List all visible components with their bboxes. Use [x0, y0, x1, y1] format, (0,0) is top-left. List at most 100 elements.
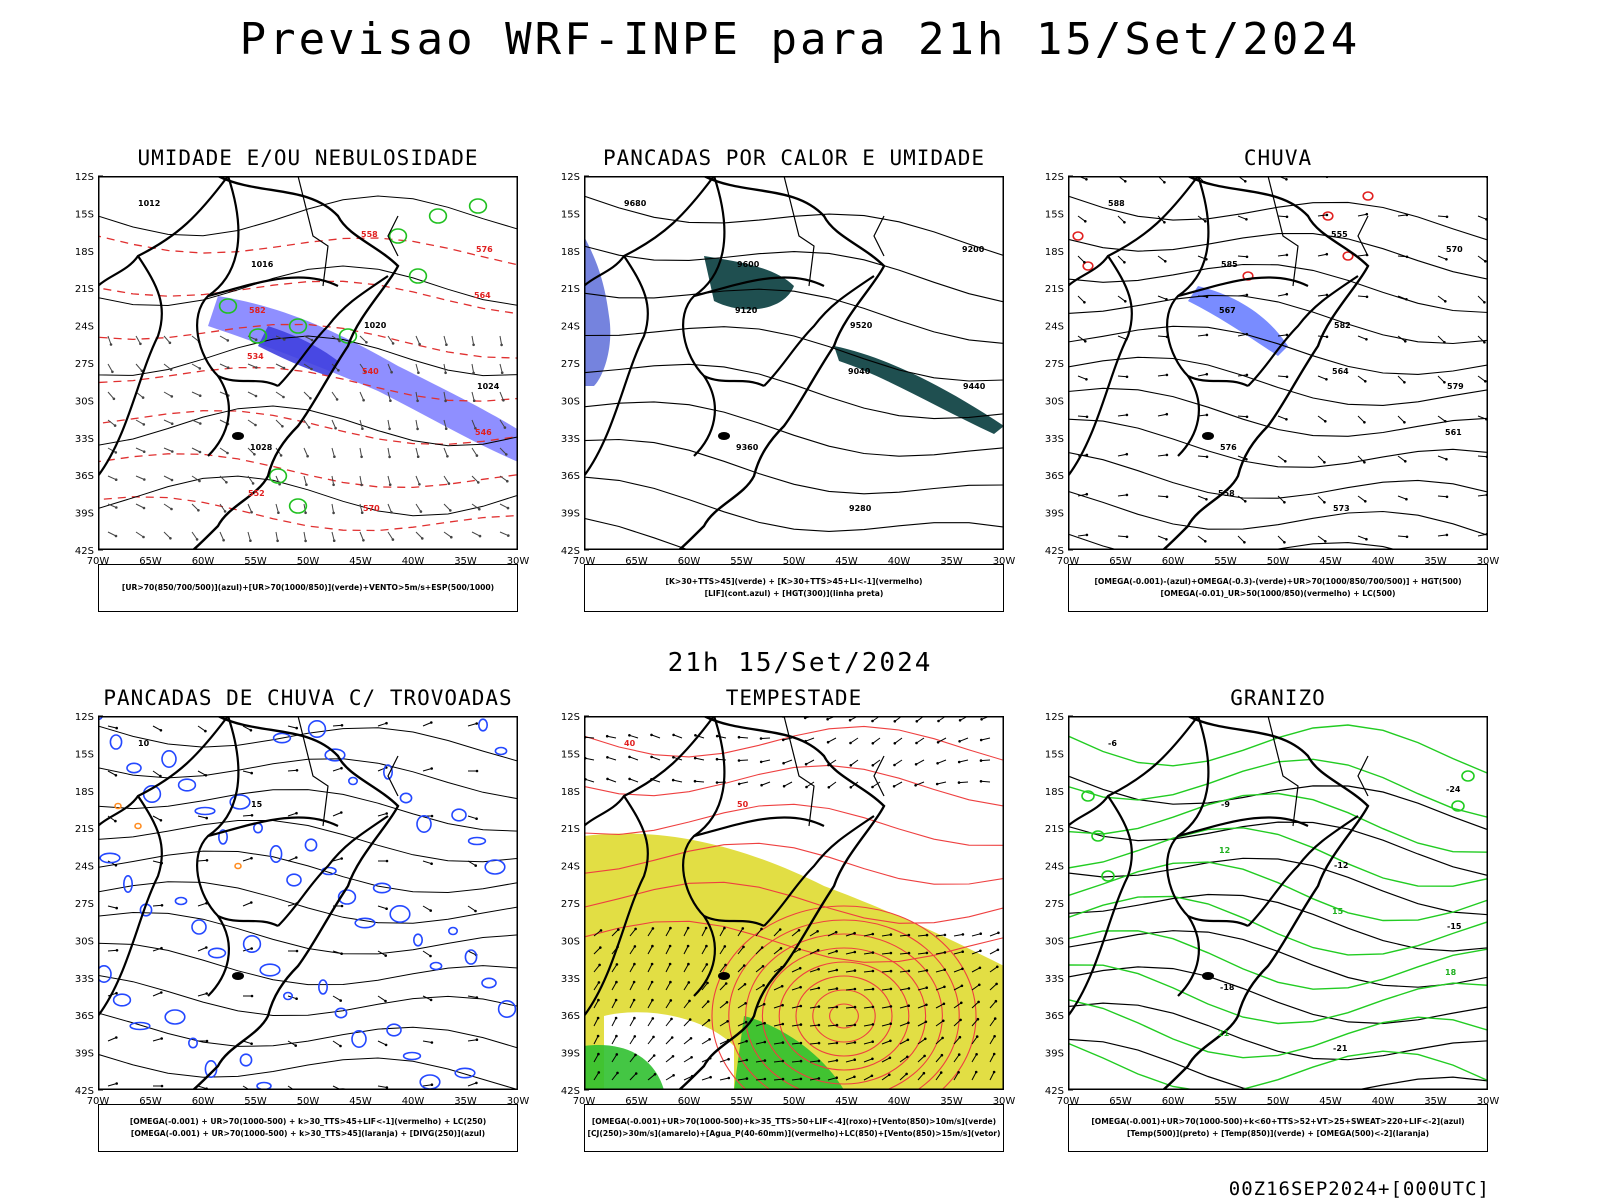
lat-tick-label: 24S [1045, 322, 1064, 333]
lat-tick-label: 30S [1045, 936, 1064, 947]
legend-line: [OMEGA(-0.01)_UR>50(1000/850)(vermelho) … [1160, 589, 1396, 598]
panel-legend: [OMEGA(-0.001) + UR>70(1000-500) + k>30_… [98, 1104, 518, 1152]
lon-tick-label: 60W [1162, 556, 1185, 567]
panel-title: PANCADAS POR CALOR E UMIDADE [602, 146, 985, 170]
contour-label: 18 [1445, 968, 1457, 977]
lat-tick-label: 36S [1045, 1011, 1064, 1022]
lat-tick-label: 12S [1045, 712, 1064, 723]
lon-tick-label: 45W [1319, 1096, 1342, 1107]
contour-label: 9040 [848, 367, 871, 376]
lat-tick-label: 27S [1045, 359, 1064, 370]
lat-tick-label: 36S [75, 1011, 94, 1022]
legend-line: [OMEGA(-0.001) + UR>70(1000-500) + k>30_… [129, 1117, 487, 1126]
contour-label: 588 [1108, 199, 1125, 208]
contour-label: 15 [251, 800, 263, 809]
lon-tick-label: 50W [1267, 556, 1290, 567]
lon-tick-label: 65W [139, 1096, 162, 1107]
map-plot-area: 588 585 582 579 576 573 570 567 564 561 558 555 [1068, 176, 1488, 550]
lon-tick-label: 35W [454, 1096, 477, 1107]
contour-label: 576 [476, 245, 493, 254]
lat-tick-label: 15S [75, 209, 94, 220]
footer-run-stamp: 00Z16SEP2024+[000UTC] [1228, 1178, 1490, 1200]
lat-tick-label: 27S [75, 899, 94, 910]
contour-label: 567 [1219, 306, 1236, 315]
lat-tick-label: 24S [561, 862, 580, 873]
contour-label: -21 [1333, 1044, 1348, 1053]
lat-tick-label: 42S [561, 1086, 580, 1097]
lon-tick-label: 60W [192, 1096, 215, 1107]
contour-label: 570 [1446, 245, 1463, 254]
contour-label: 9680 [624, 199, 647, 208]
lat-tick-label: 27S [561, 359, 580, 370]
lat-tick-label: 15S [561, 209, 580, 220]
legend-line: [OMEGA(-0.001)+UR>70(1000-500)+k<60+TTS>… [1091, 1117, 1465, 1126]
lat-tick-label: 12S [75, 172, 94, 183]
lat-tick-label: 33S [561, 434, 580, 445]
contour-label: 579 [1447, 382, 1464, 391]
lon-tick-label: 45W [1319, 556, 1342, 567]
lon-tick-label: 65W [625, 1096, 648, 1107]
map-plot-area: 10 15 [98, 716, 518, 1090]
lat-tick-label: 12S [75, 712, 94, 723]
lat-tick-label: 42S [75, 1086, 94, 1097]
lat-tick-label: 30S [561, 396, 580, 407]
lat-tick-label: 24S [1045, 862, 1064, 873]
contour-label: 576 [1220, 443, 1237, 452]
panel-legend: [OMEGA(-0.001)+UR>70(1000-500)+k<60+TTS>… [1068, 1104, 1488, 1152]
contour-label: 552 [248, 489, 265, 498]
lon-tick-label: 30W [507, 1096, 530, 1107]
lon-tick-label: 70W [87, 556, 110, 567]
contour-label: 546 [475, 428, 492, 437]
lon-tick-label: 70W [1057, 556, 1080, 567]
contour-label: 1016 [251, 260, 274, 269]
panel-title: PANCADAS DE CHUVA C/ TROVOADAS [103, 686, 513, 710]
lat-tick-label: 42S [561, 546, 580, 557]
lon-tick-label: 55W [730, 556, 753, 567]
lat-tick-label: 36S [75, 471, 94, 482]
lon-tick-label: 40W [888, 556, 911, 567]
lat-tick-label: 12S [561, 172, 580, 183]
contour-label: 21 [1218, 1029, 1230, 1038]
lon-tick-label: 45W [835, 1096, 858, 1107]
lat-tick-label: 36S [561, 1011, 580, 1022]
lat-tick-label: 42S [75, 546, 94, 557]
lat-tick-label: 15S [1045, 209, 1064, 220]
legend-line: [UR>70(850/700/500)](azul)+[UR>70(1000/8… [121, 583, 495, 592]
lat-tick-label: 30S [75, 936, 94, 947]
lon-tick-label: 40W [1372, 556, 1395, 567]
contour-label: 10 [138, 739, 150, 748]
contour-label: 582 [249, 306, 266, 315]
lon-tick-label: 40W [1372, 1096, 1395, 1107]
lon-tick-label: 60W [678, 556, 701, 567]
lon-tick-label: 40W [402, 1096, 425, 1107]
lat-tick-label: 33S [75, 434, 94, 445]
panel-p6: GRANIZO 12S 15S 18S 21S 24S 27S 30S 33S 36S 39S 42S… [1034, 686, 1499, 1166]
lat-tick-label: 27S [561, 899, 580, 910]
map-plot-area: 1012 1016 1020 1024 1028 570 576 582 540 546 552 55… [98, 176, 518, 550]
panel-title: CHUVA [1243, 146, 1313, 170]
contour-label: -12 [1334, 861, 1348, 870]
lat-tick-label: 36S [561, 471, 580, 482]
panel-legend: [OMEGA(-0.001)-(azul)+OMEGA(-0.3)-(verde… [1068, 564, 1488, 612]
legend-line: [K>30+TTS>45](verde) + [K>30+TTS>45+LI<-… [665, 577, 923, 586]
lat-tick-label: 33S [1045, 974, 1064, 985]
lat-tick-label: 39S [1045, 509, 1064, 520]
panel-legend: [OMEGA(-0.001)+UR>70(1000-500)+k>35_TTS>… [584, 1104, 1004, 1152]
lon-tick-label: 65W [139, 556, 162, 567]
contour-label: 564 [474, 291, 491, 300]
lon-tick-label: 70W [87, 1096, 110, 1107]
panel-p3: CHUVA 12S 15S 18S 21S 24S 27S 30S 33S 36S 39S 42S 70… [1034, 146, 1499, 626]
lat-tick-label: 30S [75, 396, 94, 407]
lon-tick-label: 50W [297, 1096, 320, 1107]
mid-title: 21h 15/Set/2024 [667, 648, 933, 678]
lat-tick-label: 21S [561, 824, 580, 835]
map-plot-area: 9680 9600 9520 9440 9360 9280 9200 9120 9040 [584, 176, 1004, 550]
lon-tick-label: 45W [349, 556, 372, 567]
lon-tick-label: 65W [1109, 556, 1132, 567]
panel-p5: TEMPESTADE 12S 15S 18S 21S 24S 27S 30S 33S 36S 39S… [550, 686, 1015, 1166]
map-plot-area: 40 50 [584, 716, 1004, 1090]
contour-label: 1012 [138, 199, 160, 208]
lat-tick-label: 21S [75, 284, 94, 295]
